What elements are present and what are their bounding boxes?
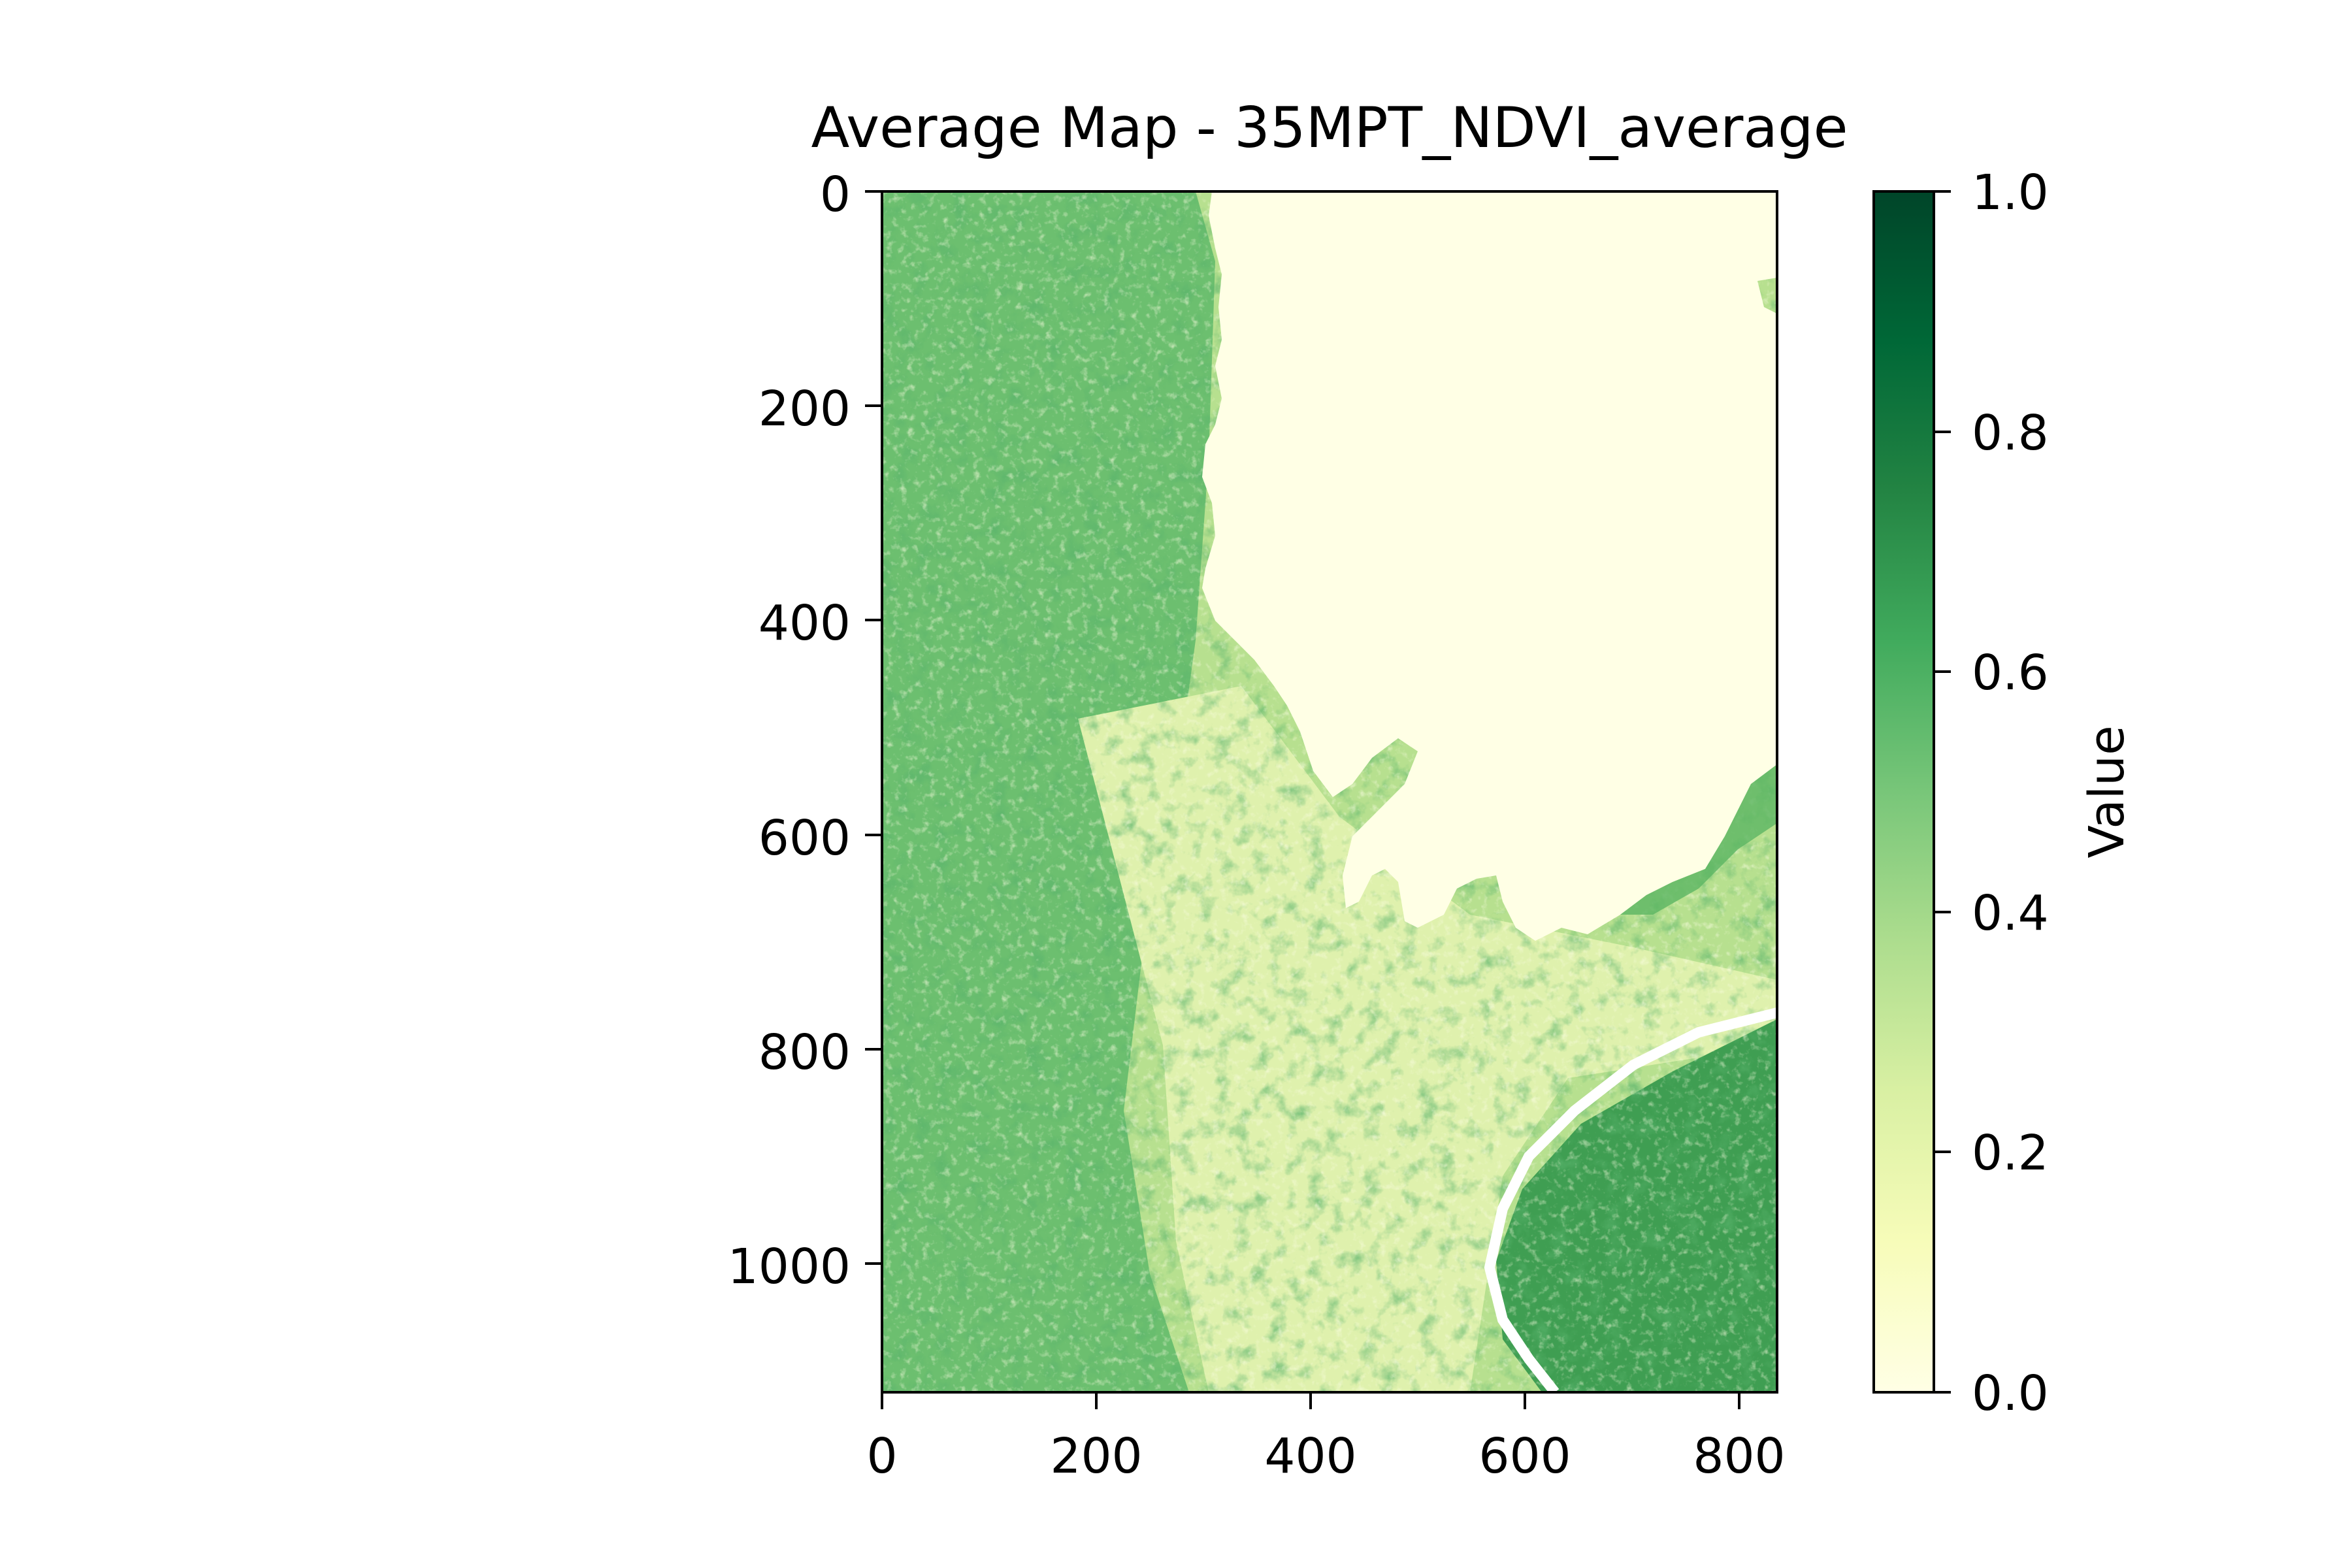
region-lake (1202, 191, 1777, 941)
x-tick-label: 800 (1693, 1428, 1785, 1484)
x-tick-label: 200 (1050, 1428, 1142, 1484)
y-axis: 0 200 400 600 800 1000 (728, 167, 882, 1295)
x-axis: 0 200 400 600 800 (866, 1392, 1786, 1484)
heatmap-image (882, 191, 1777, 1392)
region-shore-vegetation (1620, 764, 1777, 915)
colorbar-tick-label: 0.2 (1972, 1125, 2049, 1181)
colorbar-tick-label: 0.6 (1972, 645, 2049, 701)
colorbar-frame (1872, 190, 1935, 1394)
plot-frame (881, 190, 1778, 1394)
colorbar-tick-label: 0.4 (1972, 885, 2049, 941)
y-tick-label: 0 (820, 167, 851, 223)
x-tick-label: 0 (866, 1428, 897, 1484)
y-tick-label: 600 (759, 810, 851, 866)
colorbar: 0.0 0.2 0.4 0.6 0.8 1.0 Value (1872, 165, 2135, 1422)
y-tick-label: 800 (759, 1024, 851, 1081)
y-tick-label: 400 (759, 595, 851, 651)
y-tick-label: 200 (759, 381, 851, 437)
colorbar-tick-label: 0.8 (1972, 405, 2049, 461)
colorbar-tick-label: 1.0 (1972, 165, 2049, 221)
chart-title: Average Map - 35MPT_NDVI_average (811, 95, 1848, 161)
colorbar-tick-label: 0.0 (1972, 1365, 2049, 1422)
x-tick-label: 400 (1264, 1428, 1356, 1484)
y-tick-label: 1000 (728, 1239, 851, 1295)
colorbar-label: Value (2079, 725, 2135, 858)
colorbar-gradient (1874, 191, 1934, 1392)
river-channel (1484, 1007, 1777, 1392)
x-tick-label: 600 (1478, 1428, 1571, 1484)
